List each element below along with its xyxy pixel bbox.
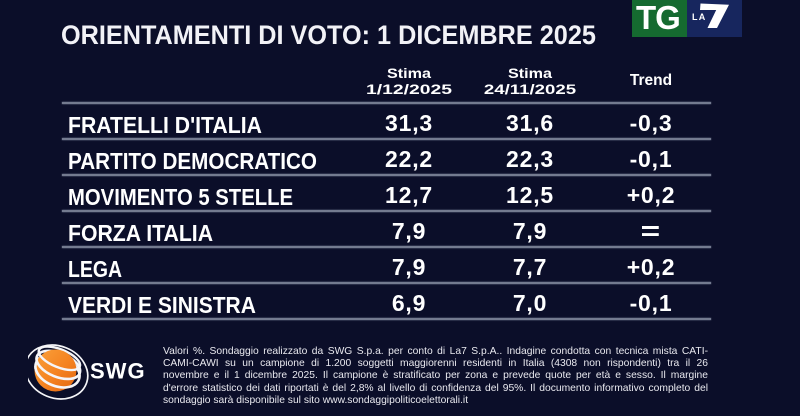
svg-text:SWG: SWG xyxy=(90,359,146,384)
